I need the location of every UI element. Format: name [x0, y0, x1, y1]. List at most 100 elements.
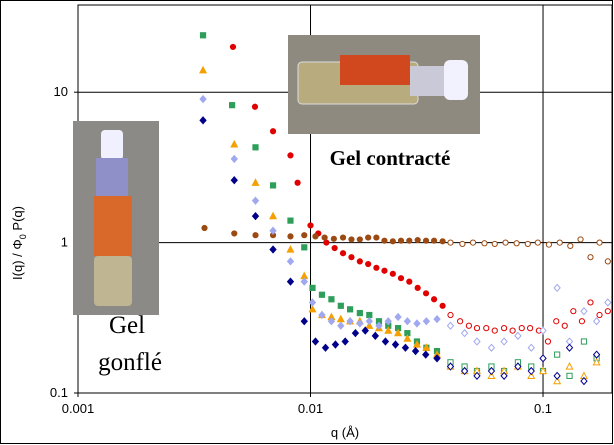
point	[539, 326, 547, 335]
point	[201, 224, 208, 232]
point	[422, 317, 431, 326]
point	[422, 290, 430, 297]
point	[500, 337, 508, 346]
point	[230, 154, 238, 164]
x-tick-label: 0.001	[62, 401, 95, 416]
point	[513, 240, 520, 247]
point	[422, 343, 431, 351]
point	[308, 298, 317, 307]
point	[366, 311, 373, 319]
point	[414, 284, 421, 291]
point	[231, 230, 238, 237]
point	[356, 236, 363, 243]
point	[553, 376, 562, 385]
point	[459, 240, 466, 248]
point	[422, 237, 430, 244]
point	[500, 325, 508, 332]
point	[414, 236, 421, 244]
point	[527, 325, 534, 332]
point	[348, 254, 355, 261]
point	[430, 296, 438, 303]
point	[397, 275, 405, 282]
point	[301, 232, 308, 239]
point	[483, 325, 490, 332]
point	[430, 237, 438, 244]
point	[318, 291, 326, 298]
point	[199, 94, 207, 104]
point	[346, 306, 354, 313]
point	[269, 128, 277, 135]
point	[331, 340, 340, 349]
point	[327, 317, 336, 326]
point	[527, 366, 535, 376]
point	[587, 254, 594, 261]
photo-gonfle	[73, 121, 159, 315]
point	[487, 343, 496, 352]
point	[337, 302, 344, 309]
point	[570, 308, 577, 315]
point	[556, 239, 563, 246]
point	[514, 362, 522, 371]
point	[384, 326, 393, 334]
point	[596, 311, 603, 319]
point	[323, 239, 330, 246]
point	[447, 311, 454, 319]
point	[580, 376, 588, 386]
point	[251, 196, 260, 205]
point	[518, 325, 525, 332]
point	[534, 239, 541, 246]
point	[553, 318, 560, 325]
annotation: gonflé	[98, 349, 162, 376]
point	[446, 321, 455, 330]
point	[587, 299, 594, 306]
point	[413, 319, 421, 328]
point	[578, 318, 586, 325]
point	[394, 312, 402, 322]
point	[199, 116, 207, 125]
point	[371, 331, 379, 340]
y-axis-label: I(q) / Φ0 P(q)	[10, 206, 28, 280]
point	[356, 319, 364, 328]
point	[361, 326, 369, 335]
point	[336, 314, 345, 323]
y-tick-label: 0.1	[50, 385, 68, 400]
point	[346, 317, 354, 326]
point	[365, 260, 372, 268]
point	[527, 371, 536, 379]
point	[460, 328, 469, 338]
point	[365, 317, 373, 326]
point	[341, 337, 349, 346]
x-tick-label: 0.01	[298, 401, 323, 416]
point	[286, 245, 295, 253]
point	[269, 226, 277, 235]
point	[287, 217, 294, 224]
point	[339, 234, 347, 241]
point	[252, 144, 259, 151]
point	[553, 283, 561, 293]
point	[199, 65, 208, 74]
point	[604, 308, 611, 315]
point	[311, 337, 320, 346]
point	[580, 338, 588, 345]
point	[252, 232, 259, 239]
point	[491, 240, 498, 248]
point	[300, 317, 308, 326]
point	[348, 236, 355, 243]
point	[553, 371, 561, 381]
point	[375, 321, 383, 330]
point	[373, 264, 380, 271]
point	[381, 337, 390, 346]
point	[356, 309, 363, 317]
point	[538, 366, 548, 375]
point	[422, 350, 430, 359]
point	[381, 237, 388, 244]
y-tick-label: 10	[54, 84, 68, 99]
point	[491, 327, 498, 334]
point	[527, 343, 535, 352]
point	[373, 234, 380, 241]
y-label-sub: 0	[18, 234, 28, 239]
point	[287, 152, 294, 159]
point	[199, 32, 207, 39]
point	[544, 338, 552, 345]
